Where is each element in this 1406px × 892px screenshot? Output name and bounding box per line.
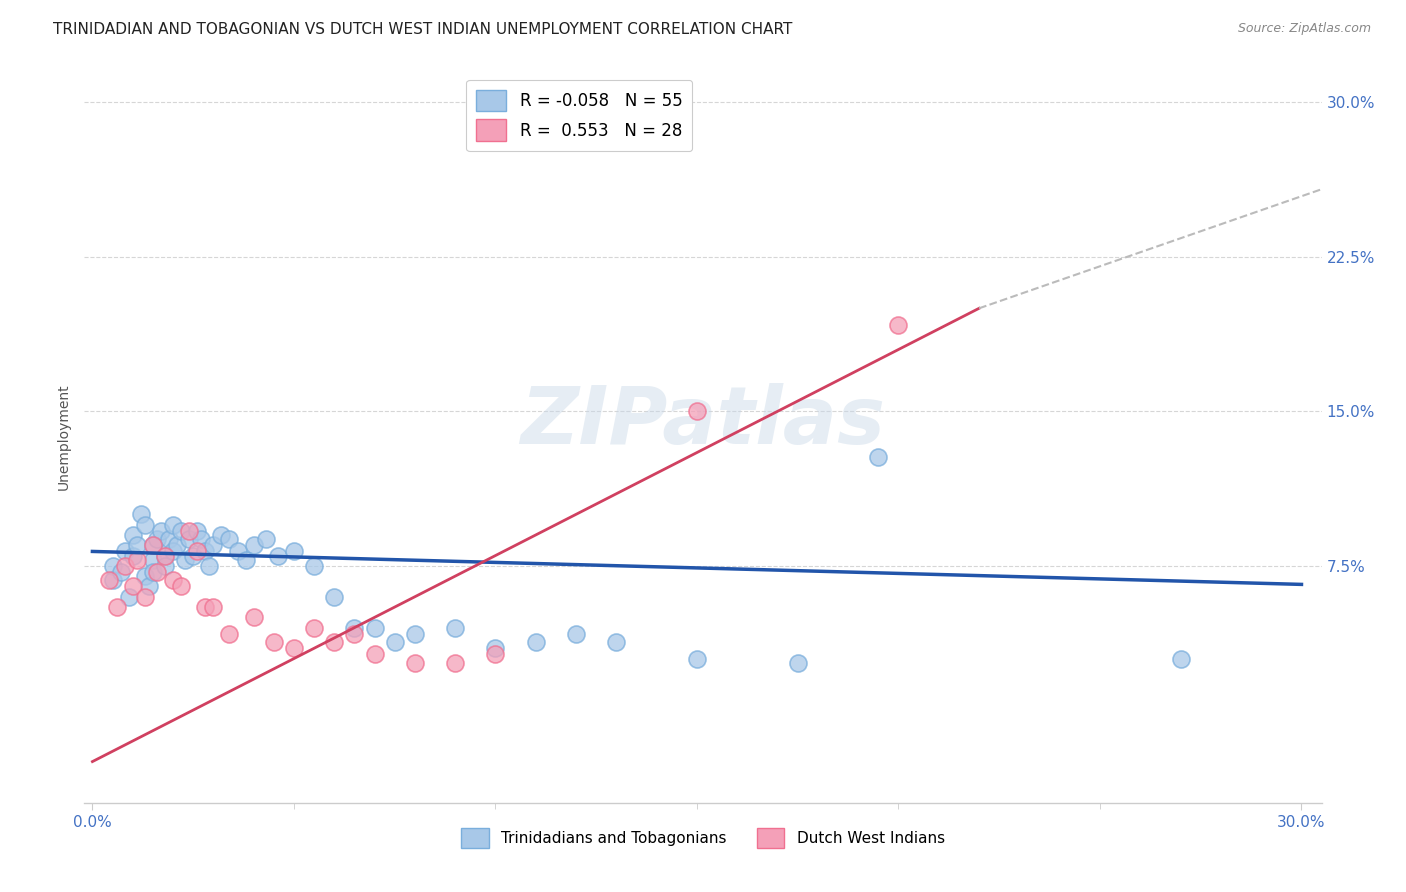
Point bbox=[101, 558, 124, 573]
Point bbox=[263, 635, 285, 649]
Point bbox=[302, 621, 325, 635]
Point bbox=[186, 544, 208, 558]
Point bbox=[162, 544, 184, 558]
Point bbox=[146, 532, 169, 546]
Point bbox=[302, 558, 325, 573]
Point bbox=[142, 565, 165, 579]
Point bbox=[118, 590, 141, 604]
Point bbox=[242, 538, 264, 552]
Point bbox=[218, 627, 240, 641]
Point bbox=[565, 627, 588, 641]
Point bbox=[166, 538, 188, 552]
Point bbox=[283, 544, 305, 558]
Point bbox=[162, 517, 184, 532]
Point bbox=[134, 590, 156, 604]
Point bbox=[887, 318, 910, 332]
Text: ZIPatlas: ZIPatlas bbox=[520, 384, 886, 461]
Point bbox=[190, 532, 212, 546]
Point bbox=[125, 552, 148, 566]
Point bbox=[153, 549, 176, 563]
Point bbox=[121, 579, 143, 593]
Point bbox=[484, 641, 506, 656]
Point bbox=[186, 524, 208, 538]
Y-axis label: Unemployment: Unemployment bbox=[58, 384, 72, 491]
Point bbox=[254, 532, 277, 546]
Point bbox=[138, 579, 160, 593]
Point bbox=[209, 528, 232, 542]
Point bbox=[170, 579, 193, 593]
Point bbox=[153, 558, 176, 573]
Point bbox=[404, 627, 426, 641]
Point bbox=[194, 544, 217, 558]
Point bbox=[142, 552, 165, 566]
Point bbox=[202, 538, 225, 552]
Point bbox=[868, 450, 890, 464]
Point bbox=[343, 621, 366, 635]
Point bbox=[686, 404, 709, 418]
Point bbox=[142, 538, 165, 552]
Point bbox=[181, 549, 204, 563]
Point bbox=[153, 549, 176, 563]
Point bbox=[605, 635, 627, 649]
Point bbox=[524, 635, 547, 649]
Point bbox=[142, 538, 165, 552]
Point bbox=[179, 524, 201, 538]
Point bbox=[170, 524, 193, 538]
Point bbox=[323, 635, 346, 649]
Point bbox=[218, 532, 240, 546]
Point bbox=[110, 565, 132, 579]
Point bbox=[134, 569, 156, 583]
Point bbox=[363, 621, 385, 635]
Point bbox=[323, 590, 346, 604]
Point bbox=[686, 651, 709, 665]
Point bbox=[194, 600, 217, 615]
Point bbox=[343, 627, 366, 641]
Point bbox=[114, 544, 136, 558]
Text: Source: ZipAtlas.com: Source: ZipAtlas.com bbox=[1237, 22, 1371, 36]
Point bbox=[134, 517, 156, 532]
Point bbox=[235, 552, 257, 566]
Point bbox=[384, 635, 406, 649]
Point bbox=[267, 549, 290, 563]
Point bbox=[484, 648, 506, 662]
Point bbox=[125, 538, 148, 552]
Point bbox=[444, 656, 467, 670]
Point bbox=[174, 552, 197, 566]
Point bbox=[114, 558, 136, 573]
Point bbox=[202, 600, 225, 615]
Point bbox=[162, 574, 184, 588]
Point bbox=[121, 549, 143, 563]
Point bbox=[786, 656, 808, 670]
Point bbox=[363, 648, 385, 662]
Point bbox=[149, 524, 172, 538]
Point bbox=[444, 621, 467, 635]
Point bbox=[97, 574, 120, 588]
Text: TRINIDADIAN AND TOBAGONIAN VS DUTCH WEST INDIAN UNEMPLOYMENT CORRELATION CHART: TRINIDADIAN AND TOBAGONIAN VS DUTCH WEST… bbox=[53, 22, 793, 37]
Point bbox=[283, 641, 305, 656]
Point bbox=[121, 528, 143, 542]
Point bbox=[105, 600, 128, 615]
Point bbox=[1170, 651, 1192, 665]
Point bbox=[101, 574, 124, 588]
Legend: Trinidadians and Tobagonians, Dutch West Indians: Trinidadians and Tobagonians, Dutch West… bbox=[456, 822, 950, 854]
Point bbox=[146, 565, 169, 579]
Point bbox=[226, 544, 249, 558]
Point bbox=[179, 532, 201, 546]
Point bbox=[157, 532, 180, 546]
Point bbox=[242, 610, 264, 624]
Point bbox=[198, 558, 221, 573]
Point bbox=[404, 656, 426, 670]
Point bbox=[129, 508, 152, 522]
